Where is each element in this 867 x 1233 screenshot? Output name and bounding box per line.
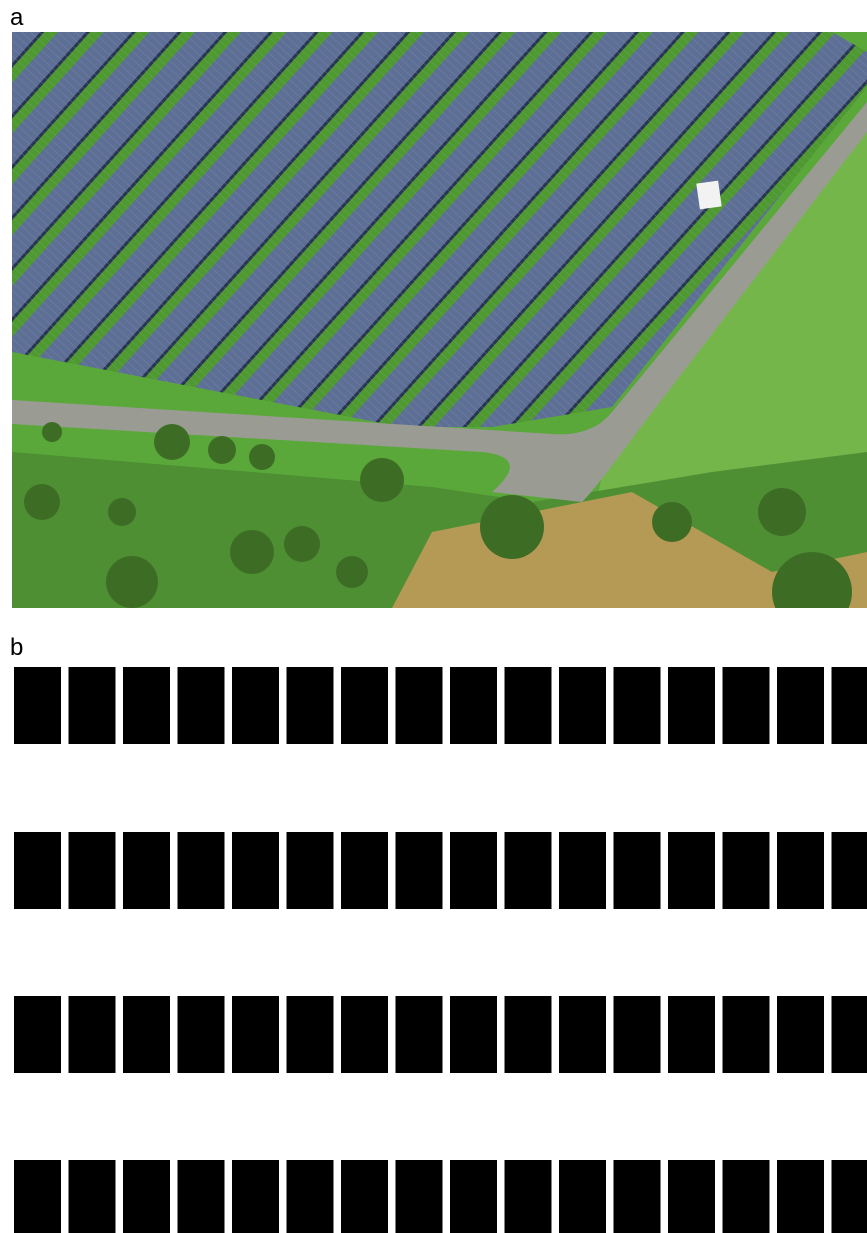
panel-module xyxy=(613,832,661,909)
panel-module xyxy=(341,996,388,1073)
panel-module xyxy=(68,832,116,909)
panel-module xyxy=(68,667,116,744)
panel-module xyxy=(504,667,552,744)
panel-module xyxy=(722,1160,770,1233)
panel-module xyxy=(559,832,606,909)
panel-module xyxy=(341,832,388,909)
panel-module xyxy=(14,1160,61,1233)
panel-module xyxy=(14,667,61,744)
panel-module xyxy=(722,832,770,909)
trees xyxy=(24,422,852,608)
panel-module xyxy=(68,1160,116,1233)
panel-module xyxy=(559,996,606,1073)
road xyxy=(12,102,867,502)
panel-module xyxy=(831,1160,867,1233)
panel-module xyxy=(395,667,443,744)
panel-module xyxy=(450,832,497,909)
panel-module xyxy=(123,996,170,1073)
panel-module xyxy=(341,1160,388,1233)
panel-module xyxy=(177,667,225,744)
panel-module xyxy=(668,667,715,744)
panel-module xyxy=(613,1160,661,1233)
panel-module xyxy=(286,996,334,1073)
aerial-photo xyxy=(12,32,867,608)
panel-module xyxy=(777,667,824,744)
panel-module xyxy=(668,996,715,1073)
panel-module xyxy=(14,996,61,1073)
panel-schematic xyxy=(14,667,867,1233)
panel-module xyxy=(450,1160,497,1233)
panel-module xyxy=(232,1160,279,1233)
panel-module xyxy=(232,667,279,744)
panel-module xyxy=(613,996,661,1073)
panel-module xyxy=(177,832,225,909)
panel-module xyxy=(777,1160,824,1233)
panel-module xyxy=(559,1160,606,1233)
panel-module xyxy=(286,1160,334,1233)
panel-module xyxy=(722,996,770,1073)
panel-module xyxy=(395,832,443,909)
panel-module xyxy=(395,1160,443,1233)
panel-module xyxy=(504,832,552,909)
panel-module xyxy=(504,1160,552,1233)
panel-module xyxy=(68,996,116,1073)
panel-module xyxy=(504,996,552,1073)
panel-module xyxy=(123,1160,170,1233)
panel-module xyxy=(450,996,497,1073)
panel-module xyxy=(177,1160,225,1233)
panel-module xyxy=(559,667,606,744)
panel-label: a xyxy=(10,4,24,31)
panel-module xyxy=(450,667,497,744)
panel-module xyxy=(668,1160,715,1233)
panel-module xyxy=(286,667,334,744)
panel-module xyxy=(831,832,867,909)
panel-module xyxy=(831,996,867,1073)
panel-module xyxy=(123,832,170,909)
panel-module xyxy=(286,832,334,909)
building xyxy=(696,180,722,210)
panel-module xyxy=(123,667,170,744)
panel-module xyxy=(177,996,225,1073)
panel-label: b xyxy=(10,634,24,661)
panel-module xyxy=(831,667,867,744)
panel-module xyxy=(395,996,443,1073)
panel-module xyxy=(613,667,661,744)
panel-module xyxy=(232,832,279,909)
panel-module xyxy=(668,832,715,909)
panel-module xyxy=(722,667,770,744)
panel-module xyxy=(232,996,279,1073)
panel-module xyxy=(777,832,824,909)
panel-module xyxy=(777,996,824,1073)
panel-module xyxy=(341,667,388,744)
panel-module xyxy=(14,832,61,909)
